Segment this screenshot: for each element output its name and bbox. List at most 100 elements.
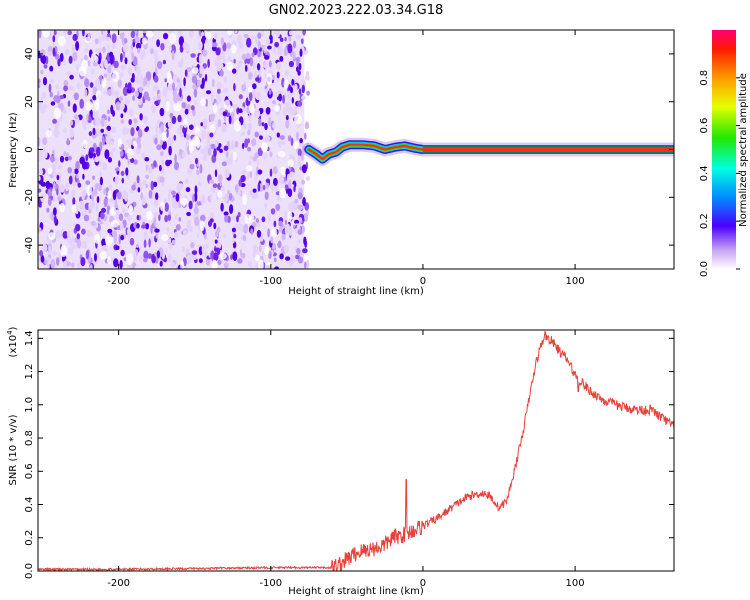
noise-speck: [153, 197, 159, 207]
noise-gap: [126, 148, 134, 160]
noise-speck: [263, 152, 267, 160]
noise-speck: [76, 82, 81, 90]
noise-speck: [82, 173, 85, 180]
noise-speck: [274, 257, 277, 263]
noise-speck: [242, 142, 245, 149]
noise-speck: [39, 49, 46, 56]
noise-speck: [286, 103, 291, 112]
noise-speck: [55, 95, 61, 104]
noise-gap: [232, 151, 237, 161]
noise-speck: [120, 234, 125, 241]
noise-speck: [89, 147, 95, 154]
noise-speck: [94, 253, 97, 262]
noise-speck: [76, 233, 81, 240]
noise-speck: [155, 232, 159, 239]
noise-speck: [270, 208, 276, 215]
noise-speck: [245, 53, 251, 59]
noise-speck: [69, 128, 75, 138]
noise-speck: [221, 161, 227, 167]
noise-speck: [116, 191, 122, 200]
noise-speck: [101, 36, 106, 42]
noise-speck: [226, 42, 232, 49]
noise-gap: [246, 165, 253, 172]
noise-speck: [81, 240, 88, 249]
noise-speck: [127, 214, 132, 221]
noise-speck: [159, 176, 165, 183]
noise-speck: [269, 168, 273, 177]
noise-speck: [133, 118, 138, 124]
noise-speck: [209, 193, 213, 203]
noise-speck: [67, 30, 72, 36]
noise-speck: [156, 61, 163, 69]
noise-speck: [49, 65, 54, 72]
snr-frame: [37, 329, 675, 572]
noise-speck: [142, 179, 147, 186]
noise-speck: [209, 132, 214, 138]
noise-speck: [290, 254, 296, 264]
noise-speck: [108, 197, 114, 203]
noise-speck: [137, 142, 142, 149]
noise-speck: [215, 47, 221, 56]
noise-speck: [38, 30, 42, 39]
noise-speck: [71, 44, 76, 53]
noise-gap: [283, 79, 289, 89]
noise-speck: [273, 46, 276, 55]
noise-speck: [90, 68, 95, 75]
noise-speck: [44, 259, 48, 265]
noise-speck: [297, 229, 303, 235]
noise-speck: [156, 39, 161, 47]
noise-speck: [143, 80, 147, 87]
noise-speck: [198, 54, 203, 64]
noise-speck: [292, 202, 299, 211]
noise-speck: [278, 93, 283, 102]
noise-speck: [247, 146, 252, 152]
noise-speck: [260, 30, 265, 37]
noise-gap: [211, 259, 218, 269]
noise-speck: [241, 53, 247, 61]
noise-speck: [48, 83, 52, 93]
noise-speck: [53, 207, 57, 216]
noise-speck: [301, 164, 307, 174]
noise-speck: [296, 66, 299, 72]
noise-speck: [70, 120, 74, 126]
noise-speck: [155, 257, 159, 264]
noise-speck: [75, 160, 80, 171]
noise-speck: [186, 95, 191, 102]
noise-speck: [259, 135, 263, 140]
noise-gap: [125, 253, 134, 266]
noise-speck: [38, 150, 43, 160]
noise-speck: [222, 111, 227, 117]
noise-speck: [274, 266, 280, 269]
noise-speck: [304, 132, 307, 140]
noise-speck: [207, 58, 210, 68]
noise-speck: [151, 103, 157, 114]
noise-speck: [304, 261, 307, 269]
noise-speck: [256, 158, 260, 166]
noise-speck: [160, 124, 165, 133]
noise-gap: [84, 36, 92, 43]
noise-speck: [56, 174, 60, 181]
noise-gap: [85, 101, 94, 111]
noise-speck: [49, 155, 56, 163]
noise-speck: [172, 82, 176, 91]
noise-gap: [217, 190, 223, 199]
noise-speck: [202, 49, 208, 57]
noise-speck: [297, 161, 302, 167]
noise-speck: [209, 218, 214, 223]
noise-speck: [43, 64, 48, 69]
noise-speck: [249, 170, 253, 179]
noise-gap: [196, 137, 201, 149]
noise-speck: [210, 91, 214, 101]
noise-speck: [114, 167, 120, 172]
noise-speck: [59, 52, 64, 62]
noise-speck: [85, 154, 89, 162]
noise-speck: [236, 215, 239, 223]
noise-speck: [212, 183, 218, 188]
noise-speck: [142, 49, 146, 58]
noise-speck: [254, 131, 259, 138]
noise-speck: [159, 260, 163, 267]
noise-speck: [300, 38, 304, 45]
x-tick-label: -100: [259, 578, 282, 589]
noise-speck: [167, 214, 172, 221]
noise-speck: [237, 211, 241, 218]
